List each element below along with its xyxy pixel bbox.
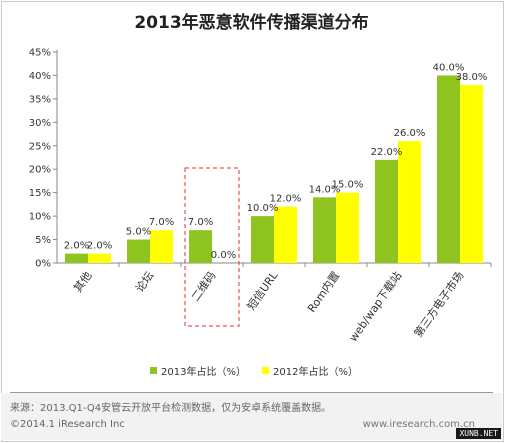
y-tick-label: 35% (29, 94, 51, 105)
legend-label-2013: 2013年占比（%） (161, 367, 246, 378)
bar-2013 (375, 159, 398, 263)
bar-2012 (460, 84, 483, 263)
data-label: 22.0% (371, 147, 403, 158)
site-url: www.iresearch.com.cn (362, 419, 475, 430)
footer-band (1, 393, 502, 440)
legend-item-2012: 2012年占比（%） (262, 363, 358, 378)
y-tick-label: 25% (29, 141, 51, 152)
highlight-box (184, 167, 240, 327)
data-label: 7.0% (149, 217, 174, 228)
bar-2012 (274, 206, 297, 263)
legend-label-2012: 2012年占比（%） (273, 367, 358, 378)
x-category-label: 论坛 (132, 269, 156, 295)
data-label: 2.0% (64, 241, 89, 252)
x-category-label: 短信URL (244, 268, 281, 313)
legend-item-2013: 2013年占比（%） (150, 363, 246, 378)
legend-swatch-2012 (262, 367, 269, 374)
data-label: 5.0% (126, 227, 151, 238)
y-tick-label: 45% (29, 48, 51, 59)
bar-chart: 0% 5% 10% 15% 20% 25% 30% 35% 40% 45% 2.0%2.0% 其他 5… (29, 48, 492, 344)
y-tick-label: 40% (29, 71, 51, 82)
y-tick-label: 15% (29, 188, 51, 199)
data-label: 14.0% (309, 184, 341, 195)
y-tick-label: 5% (35, 235, 51, 246)
copyright-text: ©2014.1 iResearch Inc (10, 419, 125, 430)
data-label: 12.0% (270, 194, 302, 205)
bar-2012 (150, 230, 173, 263)
chart-title: 2013年恶意软件传播渠道分布 (134, 13, 369, 33)
bar-2013 (251, 216, 274, 263)
watermark: XUNB.NET (456, 428, 501, 439)
data-label: 15.0% (332, 180, 364, 191)
data-label: 2.0% (87, 241, 112, 252)
y-tick-label: 20% (29, 165, 51, 176)
footer-divider (10, 392, 493, 393)
x-category-label: 其他 (71, 269, 94, 294)
data-label: 38.0% (456, 72, 488, 83)
source-note: 来源：2013.Q1-Q4安管云开放平台检测数据，仅为安卓系统覆盖数据。 (10, 403, 332, 414)
bar-2013 (189, 230, 212, 263)
x-category-label: web/wap下载站 (346, 269, 405, 344)
y-tick-label: 30% (29, 118, 51, 129)
y-tick-label: 10% (29, 212, 51, 223)
bar-2013 (437, 75, 460, 263)
data-label: 0.0% (211, 250, 236, 261)
bar-2012 (336, 192, 359, 263)
bar-2013 (65, 253, 88, 263)
bar-2012 (88, 253, 111, 263)
y-tick-label: 0% (35, 259, 51, 270)
labels-layer: 2.0%2.0%其他5.0%7.0%论坛7.0%0.0%二维码10.0%12.0… (64, 62, 488, 344)
x-category-label: 第三方电子市场 (411, 269, 467, 340)
x-category-label: Rom内置 (304, 269, 342, 315)
legend-swatch-2013 (150, 367, 157, 374)
bar-2013 (127, 239, 150, 263)
bar-2013 (313, 197, 336, 263)
bars-layer (65, 75, 483, 263)
data-label: 40.0% (433, 62, 465, 73)
data-label: 7.0% (188, 217, 213, 228)
bar-2012 (398, 141, 421, 263)
data-label: 10.0% (247, 203, 279, 214)
data-label: 26.0% (394, 128, 426, 139)
x-category-label: 二维码 (189, 269, 219, 303)
axes-layer: 0% 5% 10% 15% 20% 25% 30% 35% 40% 45% (29, 48, 492, 270)
